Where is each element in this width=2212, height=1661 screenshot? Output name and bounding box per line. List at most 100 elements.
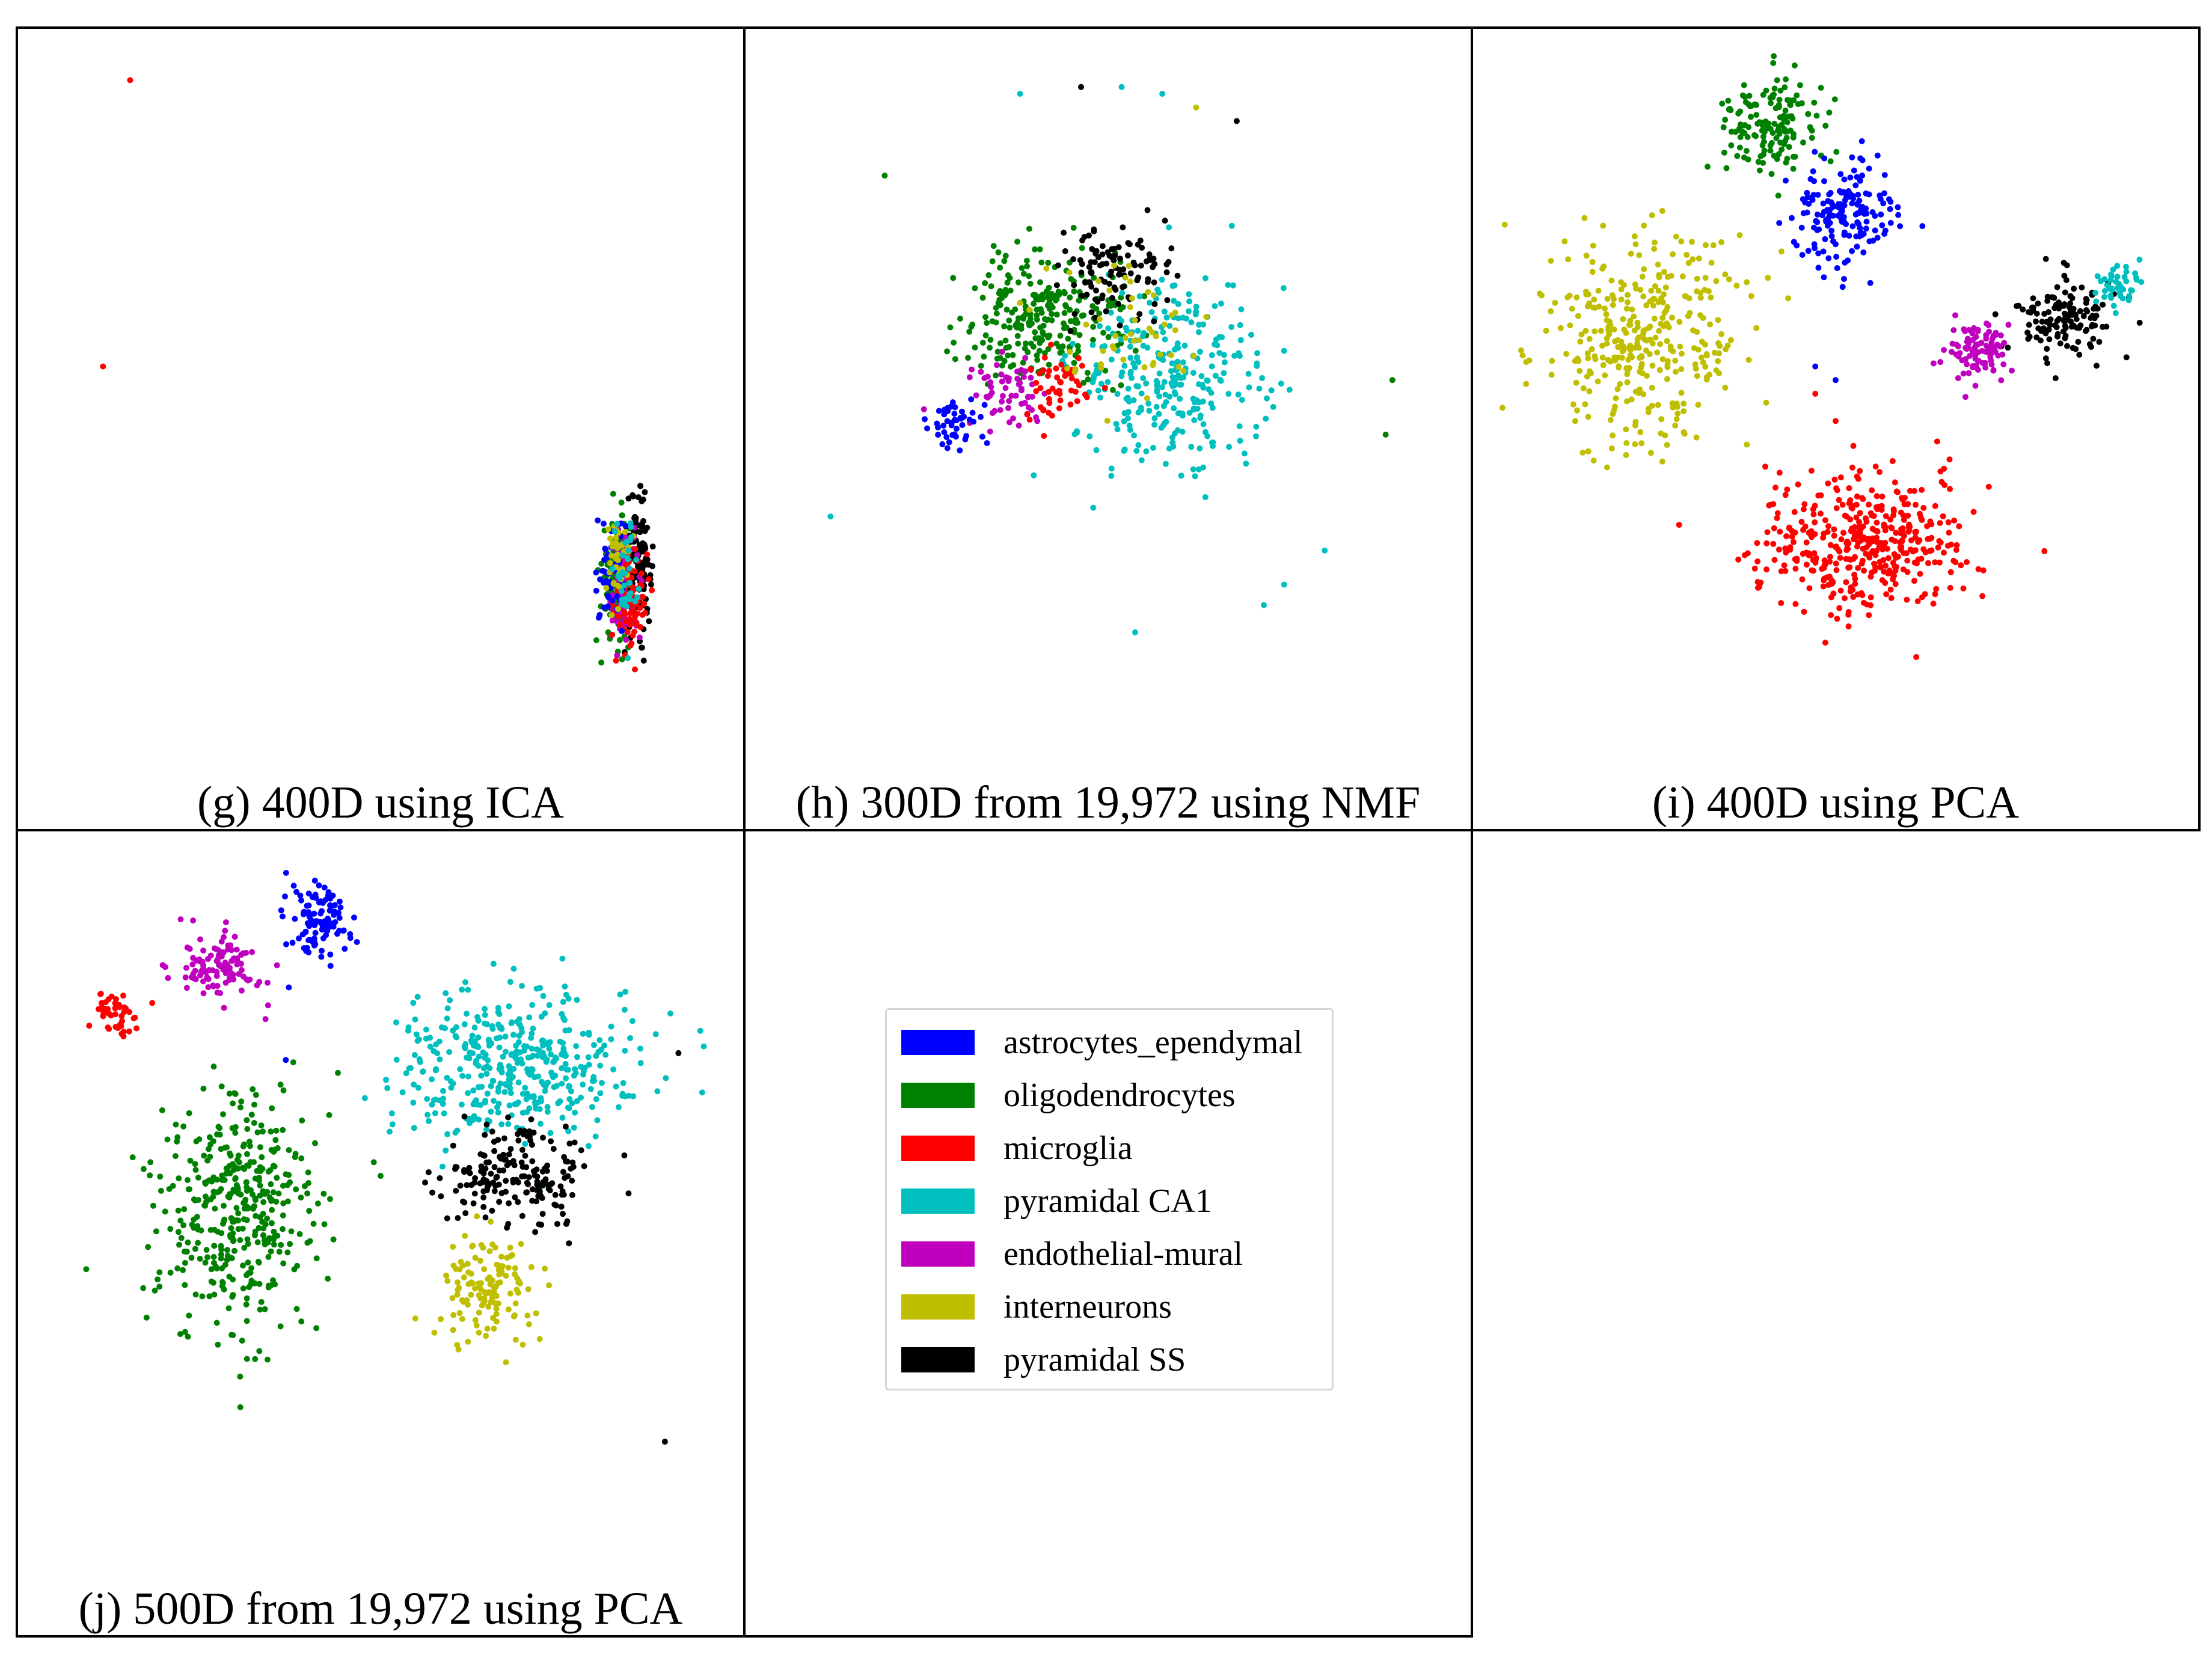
- point-pyramidal-ss: [1082, 280, 1088, 286]
- point-astrocytes-ependymal: [1872, 213, 1878, 219]
- point-astrocytes-ependymal: [319, 947, 325, 954]
- point-astrocytes-ependymal: [1863, 210, 1870, 217]
- outlier-point: [283, 1057, 289, 1063]
- point-pyramidal-ss: [464, 1182, 470, 1188]
- point-oligodendrocytes: [167, 1226, 174, 1232]
- point-pyramidal-ss: [1135, 274, 1142, 281]
- point-astrocytes-ependymal: [604, 593, 611, 599]
- point-microglia: [1882, 580, 1889, 586]
- point-pyramidal-ca1: [446, 1049, 453, 1055]
- point-interneurons: [485, 1303, 492, 1310]
- point-interneurons: [1602, 305, 1608, 312]
- point-microglia: [1787, 544, 1794, 551]
- point-astrocytes-ependymal: [1812, 148, 1818, 155]
- point-microglia: [1863, 544, 1870, 551]
- point-pyramidal-ss: [444, 1215, 450, 1222]
- point-pyramidal-ca1: [586, 1143, 592, 1149]
- point-oligodendrocytes: [1061, 289, 1067, 295]
- point-oligodendrocytes: [1831, 96, 1838, 103]
- point-interneurons: [487, 1281, 494, 1288]
- point-oligodendrocytes: [1023, 257, 1030, 264]
- point-pyramidal-ca1: [1133, 448, 1140, 454]
- point-pyramidal-ss: [502, 1156, 509, 1163]
- point-pyramidal-ss: [2057, 340, 2063, 347]
- point-pyramidal-ca1: [610, 1066, 617, 1072]
- point-interneurons: [1670, 348, 1676, 355]
- point-microglia: [1837, 587, 1844, 594]
- point-astrocytes-ependymal: [1872, 227, 1878, 234]
- point-oligodendrocytes: [1036, 347, 1043, 354]
- point-oligodendrocytes: [243, 1179, 250, 1185]
- legend-swatch: [901, 1083, 975, 1108]
- point-oligodendrocytes: [208, 1266, 215, 1273]
- point-interneurons: [1096, 316, 1103, 322]
- point-endothelial-mural: [1962, 344, 1969, 351]
- point-microglia: [1920, 504, 1927, 511]
- point-interneurons: [1641, 266, 1647, 272]
- point-pyramidal-ca1: [1156, 393, 1163, 400]
- point-oligodendrocytes: [237, 1104, 244, 1111]
- point-interneurons: [1702, 275, 1709, 281]
- point-pyramidal-ca1: [1154, 387, 1160, 394]
- point-interneurons: [1647, 298, 1653, 305]
- point-interneurons: [1640, 293, 1647, 300]
- point-interneurons: [1748, 293, 1754, 299]
- point-pyramidal-ca1: [440, 1163, 446, 1170]
- point-pyramidal-ca1: [1161, 308, 1168, 315]
- point-oligodendrocytes: [210, 1174, 217, 1181]
- point-pyramidal-ca1: [1217, 376, 1224, 383]
- point-endothelial-mural: [1962, 394, 1968, 400]
- point-pyramidal-ca1: [524, 1066, 530, 1072]
- point-interneurons: [1707, 321, 1714, 328]
- point-oligodendrocytes: [1726, 106, 1732, 113]
- point-oligodendrocytes: [268, 1181, 274, 1187]
- point-astrocytes-ependymal: [300, 911, 307, 917]
- point-microglia: [1941, 482, 1948, 488]
- point-endothelial-mural: [165, 974, 171, 981]
- point-pyramidal-ca1: [1225, 391, 1232, 397]
- point-pyramidal-ca1: [1174, 358, 1181, 365]
- point-interneurons: [1659, 207, 1665, 214]
- point-pyramidal-ca1: [1212, 341, 1218, 347]
- point-pyramidal-ca1: [2110, 266, 2116, 273]
- point-microglia: [1074, 398, 1080, 405]
- point-oligodendrocytes: [1141, 293, 1148, 299]
- legend-label: pyramidal CA1: [1003, 1182, 1212, 1220]
- point-microglia: [649, 587, 655, 593]
- point-astrocytes-ependymal: [1804, 194, 1811, 201]
- point-pyramidal-ca1: [2120, 286, 2127, 293]
- point-interneurons: [512, 1336, 519, 1343]
- point-pyramidal-ca1: [529, 1002, 536, 1008]
- point-oligodendrocytes: [1742, 99, 1749, 105]
- point-pyramidal-ss: [510, 1176, 516, 1183]
- point-microglia: [1827, 558, 1833, 565]
- point-pyramidal-ca1: [530, 1093, 537, 1100]
- point-oligodendrocytes: [180, 1267, 186, 1273]
- point-astrocytes-ependymal: [597, 576, 603, 583]
- point-oligodendrocytes: [1776, 96, 1783, 103]
- point-pyramidal-ss: [2084, 308, 2091, 315]
- point-oligodendrocytes: [258, 1299, 265, 1305]
- point-pyramidal-ca1: [616, 575, 623, 581]
- point-microglia: [1791, 509, 1798, 515]
- point-interneurons: [1635, 334, 1642, 341]
- point-oligodendrocytes: [1737, 108, 1744, 115]
- point-microglia: [120, 1029, 127, 1035]
- point-microglia: [120, 993, 126, 999]
- point-microglia: [1861, 567, 1867, 574]
- point-oligodendrocytes: [207, 1196, 214, 1203]
- point-interneurons: [1618, 279, 1625, 286]
- point-pyramidal-ca1: [498, 1026, 505, 1032]
- point-oligodendrocytes: [1038, 259, 1045, 266]
- point-oligodendrocytes: [1034, 312, 1040, 319]
- point-pyramidal-ca1: [1150, 444, 1156, 451]
- point-astrocytes-ependymal: [1839, 284, 1846, 290]
- point-pyramidal-ca1: [453, 1024, 459, 1030]
- outlier-point: [1078, 84, 1084, 90]
- point-oligodendrocytes: [272, 1137, 279, 1143]
- point-microglia: [632, 613, 639, 619]
- point-pyramidal-ca1: [527, 1071, 533, 1078]
- point-pyramidal-ss: [2073, 316, 2080, 322]
- point-oligodendrocytes: [1777, 87, 1784, 94]
- point-oligodendrocytes: [321, 1221, 328, 1228]
